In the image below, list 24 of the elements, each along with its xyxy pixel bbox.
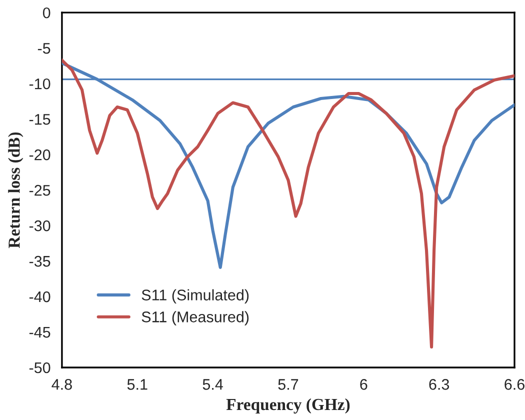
x-tick-label: 4.8 (52, 379, 72, 390)
x-tick-label: 6.3 (429, 379, 450, 390)
y-tick-label: -30 (29, 220, 50, 232)
y-tick-label: -20 (29, 149, 50, 160)
x-tick-label: 6 (360, 379, 368, 390)
legend-label: S11 (Simulated) (142, 289, 249, 304)
y-tick-label: -40 (29, 291, 50, 302)
y-tick-label: -50 (29, 362, 50, 374)
x-tick-label: 5.4 (202, 379, 223, 390)
line-series (62, 61, 514, 269)
y-tick-label: -15 (29, 114, 50, 125)
legend-label: S11 (Measured) (142, 311, 249, 326)
y-tick-label: -35 (29, 256, 50, 267)
y-axis-title: Return loss (dB) (8, 132, 24, 248)
x-axis-title: Frequency (GHz) (226, 398, 350, 414)
x-tick-label: 5.7 (278, 379, 298, 390)
y-tick-label: -10 (29, 78, 50, 90)
y-tick-label: -45 (29, 327, 50, 338)
line-series (62, 58, 514, 348)
x-tick-label: 5.1 (127, 379, 148, 390)
y-tick-label: -5 (38, 43, 50, 54)
y-tick-label: -25 (29, 184, 50, 196)
x-tick-label: 6.6 (504, 379, 524, 390)
y-tick-label: 0 (42, 7, 50, 18)
